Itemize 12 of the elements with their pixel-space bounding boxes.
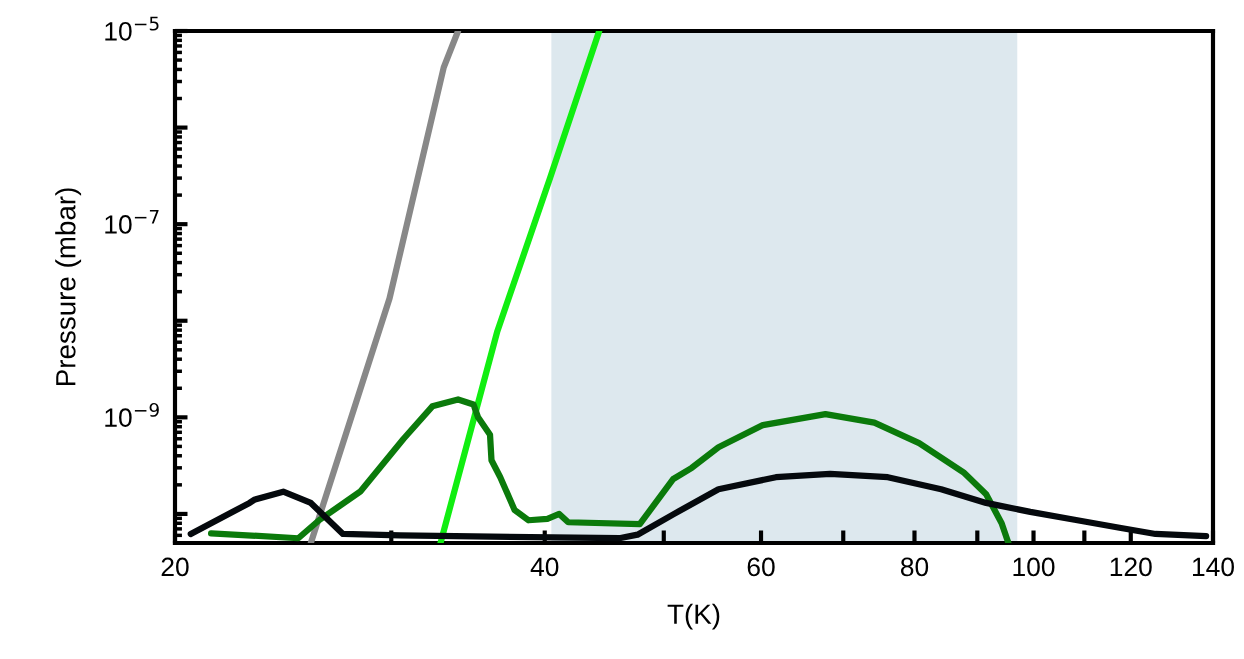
x-tick-label: 60 [747, 557, 775, 577]
x-tick-label: 80 [900, 557, 929, 577]
x-tick-label: 40 [530, 557, 559, 577]
x-tick-label: 20 [161, 557, 189, 577]
x-tick-label: 140 [1193, 557, 1234, 577]
y-axis-title: Pressure (mbar) [55, 188, 82, 386]
y-tick-label: 10$^{−7}$ [105, 209, 159, 234]
x-tick-label: 120 [1110, 557, 1152, 577]
y-tick-label: 10$^{−5}$ [105, 16, 159, 41]
x-tick-label: 100 [1013, 557, 1055, 577]
x-axis-title: T(K) [667, 603, 720, 630]
y-tick-label: 10$^{−9}$ [105, 402, 159, 427]
